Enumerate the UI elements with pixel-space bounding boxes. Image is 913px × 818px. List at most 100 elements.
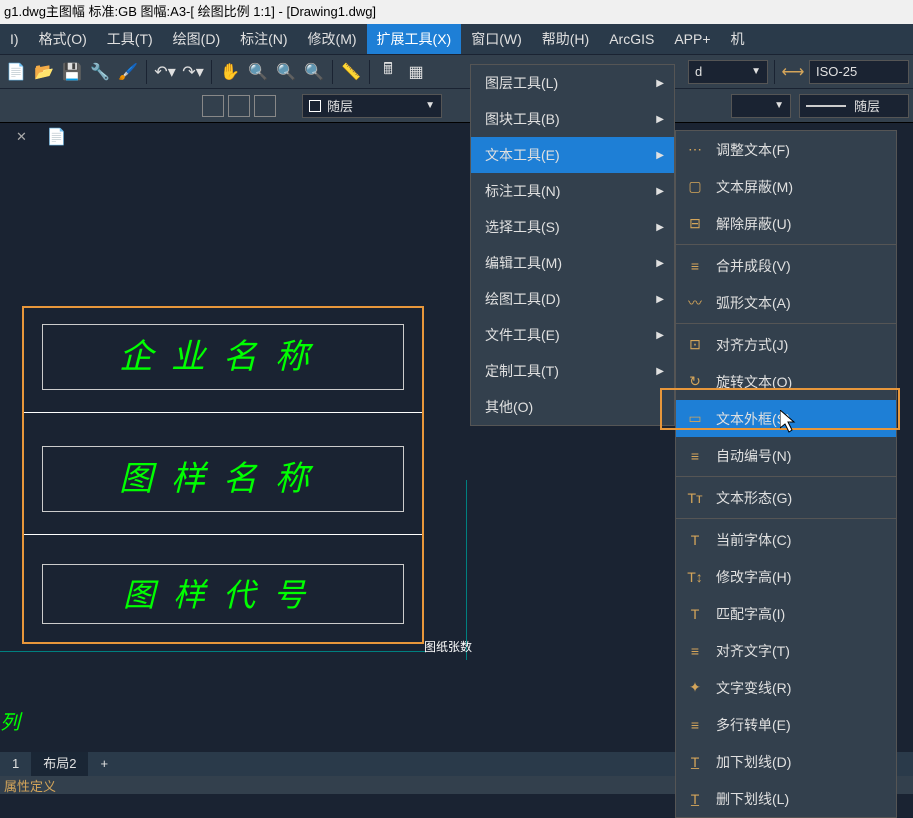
text-menu-item-20[interactable]: T̲加下划线(D) (676, 743, 896, 780)
layout-tab-add[interactable]: + (88, 752, 120, 776)
layer-icon-1[interactable] (202, 95, 224, 117)
text-menu-label-15: 修改字高(H) (716, 567, 791, 587)
layer-icons[interactable] (202, 95, 276, 117)
text-menu-item-7[interactable]: ⊡对齐方式(J) (676, 326, 896, 363)
tool-icon[interactable]: 🔧 (88, 60, 112, 84)
text-menu-item-2[interactable]: ⊟ 解除屏蔽(U) (676, 205, 896, 242)
text-menu-label-5: 弧形文本(A) (716, 293, 791, 313)
menu-7[interactable]: 窗口(W) (461, 24, 532, 54)
text-menu-item-9[interactable]: ▭文本外框(S) (676, 400, 896, 437)
ext-menu-item-5[interactable]: 编辑工具(M)▶ (471, 245, 674, 281)
combo-d-value: d (695, 64, 702, 79)
menu-11[interactable]: 机 (721, 24, 755, 54)
tab-add-icon[interactable]: 📄 (37, 127, 77, 147)
save-icon[interactable]: 💾 (60, 60, 84, 84)
dim-icon[interactable]: ⟷ (781, 60, 805, 84)
text-menu-label-9: 文本外框(S) (716, 409, 791, 429)
text-menu-label-2: 解除屏蔽(U) (716, 214, 791, 234)
text-cell-label-0: 企业名称 (43, 325, 403, 391)
menu-2[interactable]: 工具(T) (97, 24, 163, 54)
text-menu-item-10[interactable]: ≡自动编号(N) (676, 437, 896, 474)
ext-menu-item-3[interactable]: 标注工具(N)▶ (471, 173, 674, 209)
main-toolbar: 📄 📂 💾 🔧 🖌️ ↶▾ ↷▾ ✋ 🔍 🔍 🔍 📏 🖩 ▦ d▼ ⟷ ISO-… (0, 54, 913, 88)
combo-iso-value: ISO-25 (816, 64, 857, 79)
text-menu-icon-19: ≡ (686, 716, 704, 734)
text-menu-item-4[interactable]: ≡合并成段(V) (676, 247, 896, 284)
text-menu-item-8[interactable]: ↻旋转文本(O) (676, 363, 896, 400)
title-bar: g1.dwg主图幅 标准:GB 图幅:A3-[ 绘图比例 1:1] - [Dra… (0, 0, 913, 24)
layer-icon-3[interactable] (254, 95, 276, 117)
redo-icon[interactable]: ↷▾ (181, 60, 205, 84)
text-menu-item-18[interactable]: ✦文字变线(R) (676, 669, 896, 706)
menu-4[interactable]: 标注(N) (230, 24, 297, 54)
extension-tools-menu: 图层工具(L)▶图块工具(B)▶文本工具(E)▶标注工具(N)▶选择工具(S)▶… (470, 64, 675, 426)
ext-menu-item-2[interactable]: 文本工具(E)▶ (471, 137, 674, 173)
text-menu-item-19[interactable]: ≡ 多行转单(E) (676, 706, 896, 743)
text-menu-item-14[interactable]: T当前字体(C) (676, 521, 896, 558)
lineweight-combo[interactable]: 随层 (799, 94, 909, 118)
combo-d[interactable]: d▼ (688, 60, 768, 84)
sheet-count-label: 图纸张数 (424, 638, 472, 655)
zoom-icon[interactable]: 🔍 (246, 60, 270, 84)
zoom-window-icon[interactable]: 🔍 (274, 60, 298, 84)
zoom-extents-icon[interactable]: 🔍 (302, 60, 326, 84)
table-icon[interactable]: ▦ (404, 60, 428, 84)
tab-close[interactable]: ✕ (0, 123, 37, 151)
text-menu-item-17[interactable]: ≡对齐文字(T) (676, 632, 896, 669)
text-menu-icon-7: ⊡ (686, 336, 704, 354)
menu-0[interactable]: I) (0, 24, 29, 54)
calc-icon[interactable]: 🖩 (376, 60, 400, 84)
text-menu-icon-4: ≡ (686, 257, 704, 275)
menu-3[interactable]: 绘图(D) (163, 24, 230, 54)
text-menu-icon-1: ▢ (686, 178, 704, 196)
text-menu-label-19: 多行转单(E) (716, 715, 791, 735)
ext-menu-item-4[interactable]: 选择工具(S)▶ (471, 209, 674, 245)
text-menu-label-1: 文本屏蔽(M) (716, 177, 793, 197)
text-menu-label-17: 对齐文字(T) (716, 641, 790, 661)
menu-8[interactable]: 帮助(H) (532, 24, 599, 54)
text-menu-item-15[interactable]: T↕ 修改字高(H) (676, 558, 896, 595)
menu-5[interactable]: 修改(M) (298, 24, 367, 54)
text-menu-item-5[interactable]: 〰弧形文本(A) (676, 284, 896, 321)
lineweight-label: 随层 (854, 96, 880, 115)
ruler-icon[interactable]: 📏 (339, 60, 363, 84)
text-tools-submenu: ⋯调整文本(F) ▢ 文本屏蔽(M) ⊟ 解除屏蔽(U) ≡合并成段(V)〰弧形文本(A)… (675, 130, 897, 818)
menu-10[interactable]: APP+ (664, 24, 720, 54)
text-menu-item-16[interactable]: T匹配字高(I) (676, 595, 896, 632)
layer-color-label: 随层 (327, 96, 353, 115)
linetype-combo[interactable]: ▼ (731, 94, 791, 118)
text-menu-icon-18: ✦ (686, 679, 704, 697)
text-menu-icon-16: T (686, 605, 704, 623)
text-menu-item-0[interactable]: ⋯调整文本(F) (676, 131, 896, 168)
undo-icon[interactable]: ↶▾ (153, 60, 177, 84)
layout-tab-model[interactable]: 1 (0, 752, 31, 776)
open-icon[interactable]: 📂 (32, 60, 56, 84)
ext-menu-item-8[interactable]: 定制工具(T)▶ (471, 353, 674, 389)
new-icon[interactable]: 📄 (4, 60, 28, 84)
ext-menu-item-0[interactable]: 图层工具(L)▶ (471, 65, 674, 101)
menu-9[interactable]: ArcGIS (599, 24, 664, 54)
text-menu-icon-2: ⊟ (686, 215, 704, 233)
text-menu-item-21[interactable]: T̲删下划线(L) (676, 780, 896, 817)
ext-menu-item-1[interactable]: 图块工具(B)▶ (471, 101, 674, 137)
left-label: 列 (0, 706, 20, 735)
text-cell-0: 企业名称 (42, 324, 404, 390)
text-menu-label-14: 当前字体(C) (716, 530, 791, 550)
text-menu-item-1[interactable]: ▢ 文本屏蔽(M) (676, 168, 896, 205)
layer-toolbar: 随层 ▼ ▼ 随层 (0, 88, 913, 122)
ext-menu-item-6[interactable]: 绘图工具(D)▶ (471, 281, 674, 317)
ext-menu-item-7[interactable]: 文件工具(E)▶ (471, 317, 674, 353)
menu-6[interactable]: 扩展工具(X) (367, 24, 462, 54)
text-menu-item-12[interactable]: Tᴛ文本形态(G) (676, 479, 896, 516)
ext-menu-item-9[interactable]: 其他(O) (471, 389, 674, 425)
layer-color-combo[interactable]: 随层 ▼ (302, 94, 442, 118)
text-menu-label-21: 删下划线(L) (716, 789, 789, 809)
brush-icon[interactable]: 🖌️ (116, 60, 140, 84)
text-menu-icon-15: T↕ (686, 568, 704, 586)
layout-tab-2[interactable]: 布局2 (31, 752, 88, 776)
menu-1[interactable]: 格式(O) (29, 24, 97, 54)
layer-icon-2[interactable] (228, 95, 250, 117)
combo-iso[interactable]: ISO-25 (809, 60, 909, 84)
text-menu-label-8: 旋转文本(O) (716, 372, 792, 392)
pan-icon[interactable]: ✋ (218, 60, 242, 84)
